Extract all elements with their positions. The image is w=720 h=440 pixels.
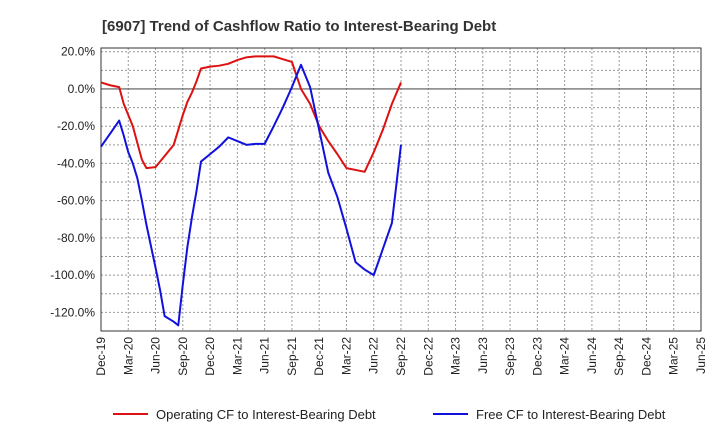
x-tick-label: Sep-24	[612, 337, 626, 376]
x-tick-label: Jun-23	[476, 337, 490, 374]
x-tick-label: Sep-21	[285, 337, 299, 376]
plot-frame	[100, 47, 702, 332]
series-line-free-cf	[100, 63, 402, 327]
x-tick-label: Mar-21	[230, 337, 244, 375]
legend-label: Free CF to Interest-Bearing Debt	[476, 407, 666, 422]
x-tick-label: Dec-21	[312, 337, 326, 376]
legend-label: Operating CF to Interest-Bearing Debt	[156, 407, 376, 422]
y-tick-label: 0.0%	[68, 82, 96, 96]
y-tick-label: -120.0%	[50, 305, 95, 319]
x-tick-label: Jun-21	[258, 337, 272, 374]
x-tick-label: Dec-22	[421, 337, 435, 376]
x-tick-label: Sep-23	[503, 337, 517, 376]
y-tick-label: -100.0%	[50, 268, 95, 282]
y-tick-label: -60.0%	[57, 194, 95, 208]
x-tick-label: Jun-20	[149, 337, 163, 374]
y-tick-label: -80.0%	[57, 231, 95, 245]
plot-area: 20.0% 0.0% -20.0% -40.0% -60.0% -80.0% -100.0%…	[50, 45, 708, 376]
y-tick-label: 20.0%	[61, 45, 95, 59]
legend: Operating CF to Interest-Bearing Debt Fre…	[113, 407, 666, 422]
x-tick-label: Dec-19	[94, 337, 108, 376]
x-tick-label: Mar-23	[449, 337, 463, 375]
x-tick-label: Mar-24	[558, 337, 572, 375]
x-tick-label: Dec-23	[530, 337, 544, 376]
x-tick-label: Jun-24	[585, 337, 599, 374]
y-tick-label: -20.0%	[57, 119, 95, 133]
x-tick-label: Sep-22	[394, 337, 408, 376]
x-tick-label: Sep-20	[176, 337, 190, 376]
x-tick-label: Mar-22	[339, 337, 353, 375]
series-line-operating-cf	[100, 55, 402, 173]
x-tick-label: Jun-22	[367, 337, 381, 374]
chart-title: [6907] Trend of Cashflow Ratio to Intere…	[102, 18, 496, 35]
x-tick-label: Dec-24	[639, 337, 653, 376]
x-tick-label: Dec-20	[203, 337, 217, 376]
y-tick-label: -40.0%	[57, 156, 95, 170]
x-tick-label: Mar-20	[121, 337, 135, 375]
x-tick-label: Mar-25	[667, 337, 681, 375]
x-tick-label: Jun-25	[694, 337, 708, 374]
